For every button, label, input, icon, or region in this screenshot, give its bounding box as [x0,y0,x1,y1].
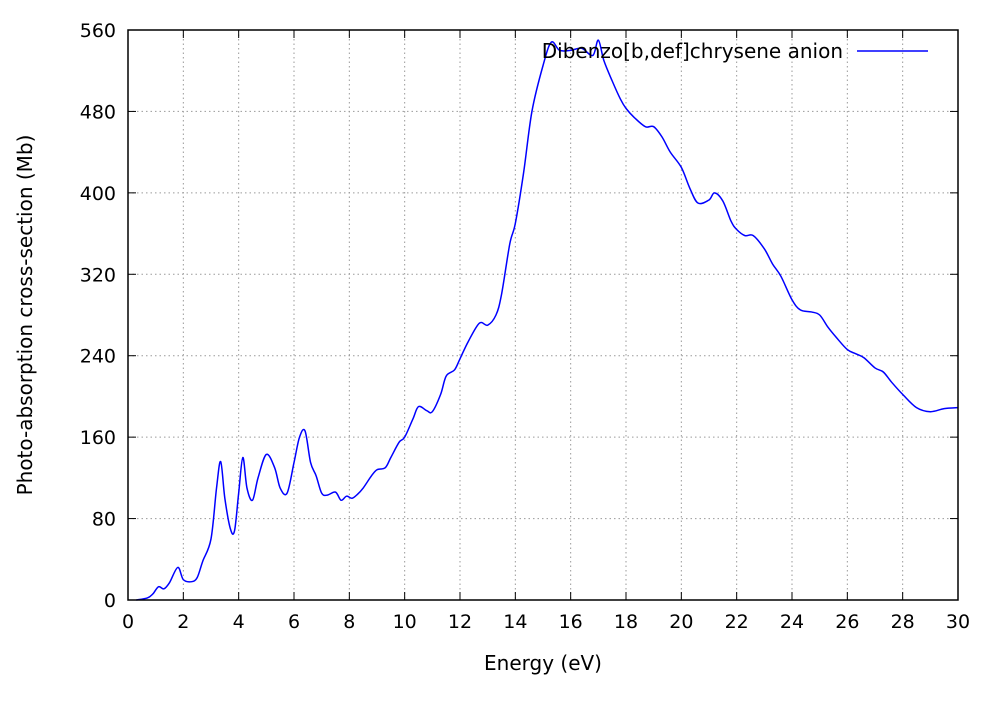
legend-label: Dibenzo[b,def]chrysene anion [542,39,843,63]
x-tick-label: 4 [233,611,245,633]
x-tick-label: 10 [393,611,417,633]
x-tick-label: 8 [343,611,355,633]
x-tick-label: 30 [946,611,970,633]
x-tick-label: 26 [835,611,859,633]
series-layer [136,39,959,601]
y-tick-label: 480 [80,101,116,123]
x-tick-label: 16 [559,611,583,633]
x-tick-label: 24 [780,611,804,633]
y-tick-label: 400 [80,183,116,205]
y-tick-label: 560 [80,20,116,42]
grid [128,30,958,600]
axis-ticks [127,29,959,601]
x-tick-label: 0 [122,611,134,633]
x-tick-label: 2 [177,611,189,633]
y-tick-label: 240 [80,346,116,368]
series-line [136,39,959,601]
x-tick-label: 28 [891,611,915,633]
plot-frame [127,29,959,601]
x-tick-label: 22 [725,611,749,633]
x-tick-label: 12 [448,611,472,633]
y-tick-label: 320 [80,264,116,286]
x-tick-label: 20 [669,611,693,633]
y-tick-label: 80 [92,509,116,531]
y-axis-label: Photo-absorption cross-section (Mb) [13,135,37,496]
x-tick-label: 6 [288,611,300,633]
x-axis-label: Energy (eV) [484,651,602,675]
tick-labels: 0 2 4 6 8 10 12 14 16 18 20 22 24 26 28 300801602403204… [80,20,970,633]
legend: Dibenzo[b,def]chrysene anion [542,39,928,63]
y-tick-label: 160 [80,427,116,449]
x-tick-label: 18 [614,611,638,633]
x-tick-label: 14 [503,611,527,633]
y-tick-label: 0 [104,590,116,612]
